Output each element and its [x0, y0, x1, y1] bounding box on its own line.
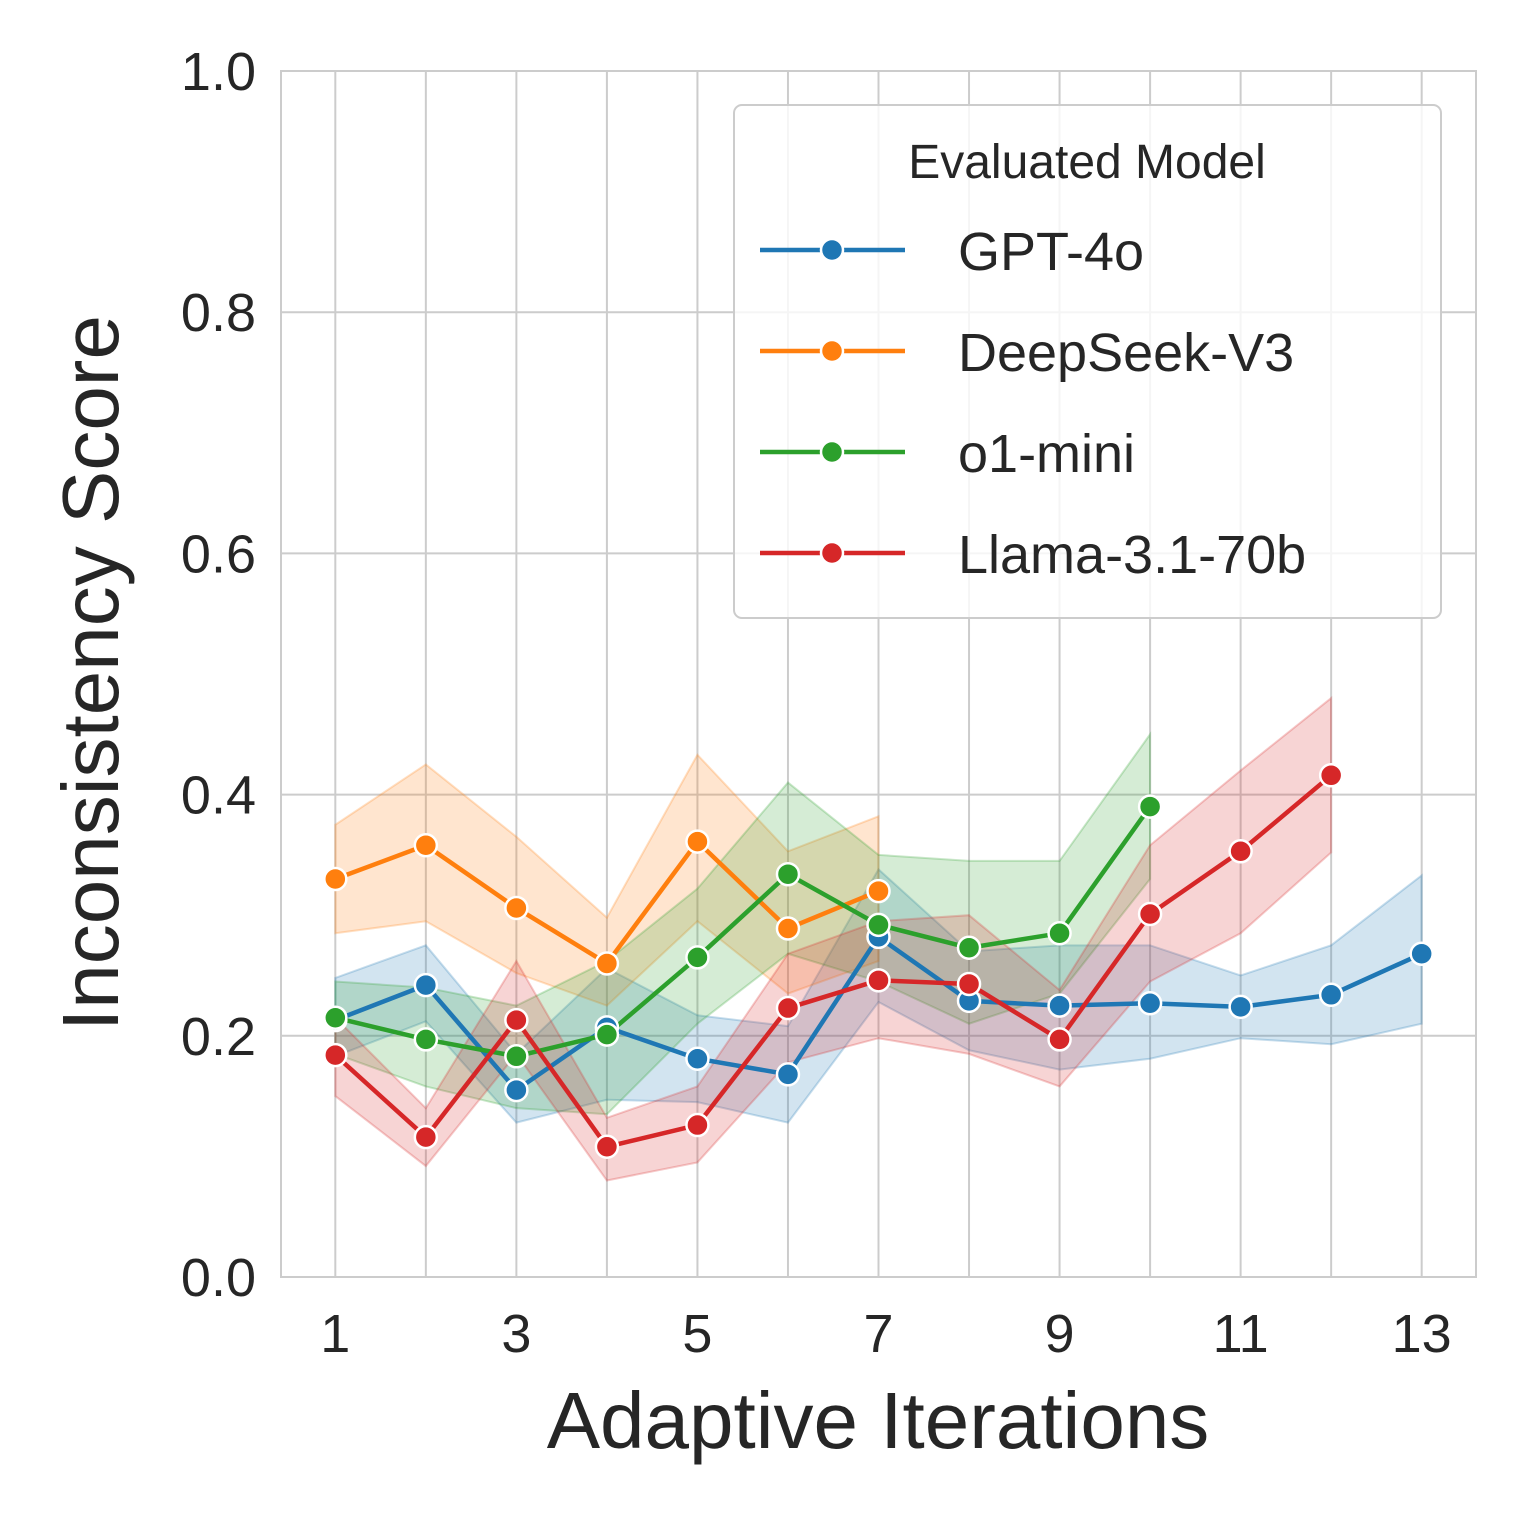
data-point-series-0	[413, 972, 439, 998]
data-point-series-2	[775, 861, 801, 887]
legend-label: DeepSeek-V3	[958, 323, 1294, 383]
confidence-band-series-2	[334, 731, 1152, 1116]
data-point-series-0	[1137, 990, 1163, 1016]
y-tick-labels: 0.0 0.2 0.4 0.6 0.8 1.0	[181, 42, 256, 1308]
data-point-series-2	[323, 1005, 348, 1030]
series-line-2	[334, 805, 1152, 1059]
legend-marker	[819, 439, 845, 465]
data-point-series-3	[1047, 1027, 1072, 1052]
data-point-series-0	[1047, 993, 1072, 1018]
x-tick-label: 1	[320, 1304, 350, 1364]
legend-title: Evaluated Model	[908, 136, 1266, 189]
x-tick-label: 5	[682, 1304, 712, 1364]
confidence-band-series-3	[334, 696, 1333, 1182]
x-tick-label: 9	[1045, 1304, 1075, 1364]
data-point-series-2	[1047, 921, 1072, 946]
data-point-series-2	[504, 1044, 529, 1069]
data-point-series-0	[775, 1062, 801, 1087]
data-point-series-2	[866, 912, 891, 938]
legend-entry: o1-mini	[760, 424, 1135, 484]
legend-entry: GPT-4o	[760, 222, 1144, 282]
confidence-bands	[334, 696, 1423, 1182]
data-point-series-2	[594, 1022, 620, 1047]
y-tick-label: 1.0	[181, 42, 256, 102]
y-tick-label: 0.6	[181, 524, 256, 584]
data-point-series-2	[956, 935, 982, 961]
data-point-series-3	[775, 995, 801, 1021]
data-point-series-0	[1228, 994, 1253, 1020]
data-point-series-3	[1318, 763, 1344, 788]
data-point-series-3	[1137, 901, 1163, 927]
legend-marker	[819, 540, 845, 566]
y-tick-label: 0.8	[181, 283, 256, 343]
x-tick-label: 7	[863, 1304, 893, 1364]
data-point-series-2	[413, 1027, 439, 1052]
data-point-series-2	[685, 945, 710, 970]
legend-entry: Llama-3.1-70b	[760, 525, 1306, 585]
data-point-series-1	[504, 895, 529, 921]
legend: Evaluated Model GPT-4o DeepSeek-V3 o1-mini…	[733, 104, 1442, 619]
data-point-series-1	[866, 878, 891, 904]
plot-frame	[280, 70, 1477, 1278]
x-tick-label: 3	[501, 1304, 531, 1364]
data-point-series-1	[323, 866, 348, 892]
x-axis-title: Adaptive Iterations	[547, 1376, 1210, 1465]
series-markers	[323, 763, 1434, 1160]
legend-label: Llama-3.1-70b	[958, 525, 1306, 585]
data-point-series-3	[956, 971, 982, 997]
y-axis-title: Inconsistency Score	[46, 315, 135, 1031]
confidence-band-series-0	[334, 867, 1423, 1124]
legend-label: GPT-4o	[958, 222, 1144, 282]
legend-frame	[733, 104, 1442, 619]
data-point-series-1	[775, 916, 801, 941]
data-point-series-3	[1228, 839, 1253, 864]
y-tick-label: 0.2	[181, 1007, 256, 1067]
y-tick-label: 0.4	[181, 766, 256, 826]
series-line-3	[333, 773, 1333, 1150]
data-point-series-3	[323, 1042, 348, 1068]
data-point-series-0	[1318, 982, 1344, 1008]
data-point-series-1	[594, 951, 620, 976]
data-point-series-0	[685, 1046, 710, 1071]
data-point-series-3	[594, 1134, 620, 1160]
confidence-band-series-1	[334, 753, 880, 1007]
x-tick-label: 11	[1213, 1304, 1269, 1364]
data-point-series-3	[413, 1124, 439, 1150]
x-tick-labels: 1 3 5 7 9 11 13	[320, 1304, 1451, 1364]
data-point-series-0	[504, 1077, 529, 1103]
data-point-series-3	[504, 1007, 529, 1033]
data-point-series-3	[685, 1112, 710, 1138]
data-point-series-1	[685, 829, 710, 854]
legend-entry: DeepSeek-V3	[760, 323, 1294, 383]
legend-marker	[819, 237, 845, 263]
x-tick-label: 13	[1392, 1304, 1452, 1364]
data-point-series-0	[1409, 941, 1434, 967]
legend-entries: GPT-4o DeepSeek-V3 o1-mini Llama-3.1-70b	[760, 222, 1306, 585]
data-point-series-2	[1137, 794, 1163, 819]
data-point-series-3	[866, 968, 891, 993]
legend-marker	[819, 338, 845, 364]
legend-label: o1-mini	[958, 424, 1135, 484]
y-tick-label: 0.0	[181, 1248, 256, 1308]
data-point-series-1	[413, 833, 439, 858]
